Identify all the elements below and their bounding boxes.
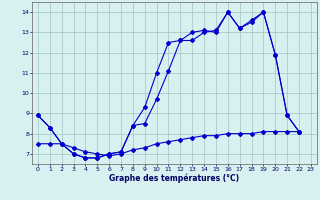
X-axis label: Graphe des températures (°C): Graphe des températures (°C) (109, 173, 239, 183)
